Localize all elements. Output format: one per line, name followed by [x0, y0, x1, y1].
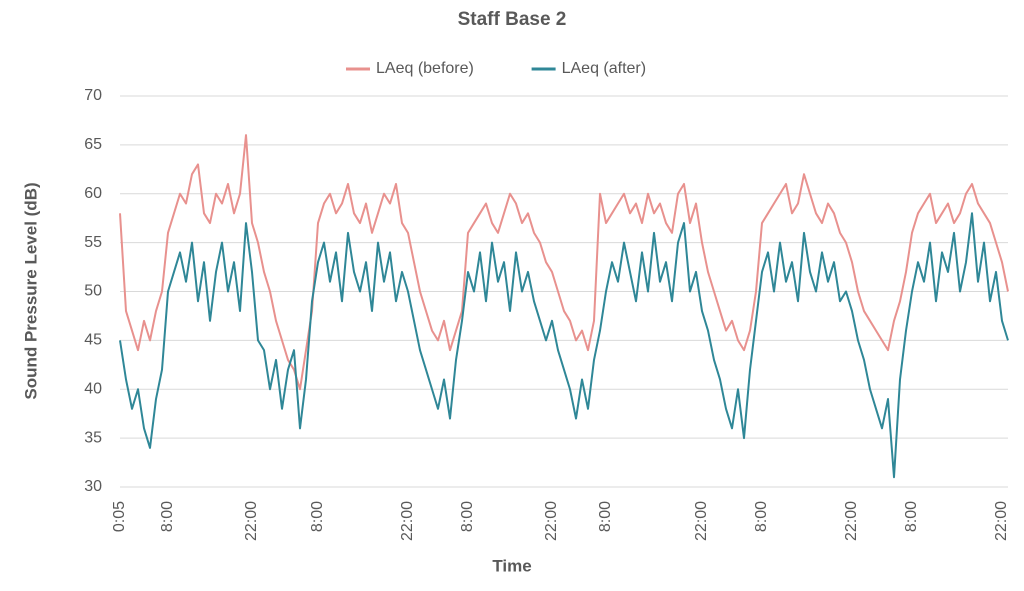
y-tick-label: 40: [84, 380, 102, 397]
y-tick-label: 65: [84, 136, 102, 153]
x-axis-label: Time: [492, 556, 531, 575]
x-tick-label: 8:00: [903, 501, 920, 532]
y-tick-label: 35: [84, 429, 102, 446]
x-tick-label: 0:05: [111, 501, 128, 532]
x-tick-label: 8:00: [597, 501, 614, 532]
x-tick-label: 22:00: [993, 501, 1010, 541]
legend-label: LAeq (after): [562, 60, 646, 77]
x-tick-label: 8:00: [459, 501, 476, 532]
y-tick-label: 45: [84, 332, 102, 349]
x-tick-label: 8:00: [309, 501, 326, 532]
x-tick-label: 8:00: [159, 501, 176, 532]
data-line: [119, 134, 1009, 391]
x-tick-label: 22:00: [693, 501, 710, 541]
legend-label: LAeq (before): [376, 60, 474, 77]
y-axis-label: Sound Pressure Level (dB): [21, 182, 40, 399]
x-tick-label: 8:00: [753, 501, 770, 532]
x-tick-label: 22:00: [843, 501, 860, 541]
y-tick-label: 70: [84, 87, 102, 104]
x-tick-label: 22:00: [243, 501, 260, 541]
x-tick-label: 22:00: [399, 501, 416, 541]
chart-title: Staff Base 2: [458, 9, 567, 30]
y-tick-label: 50: [84, 283, 102, 300]
y-tick-label: 55: [84, 234, 102, 251]
data-line: [119, 212, 1009, 479]
x-tick-label: 22:00: [543, 501, 560, 541]
y-tick-label: 30: [84, 478, 102, 495]
y-tick-label: 60: [84, 185, 102, 202]
